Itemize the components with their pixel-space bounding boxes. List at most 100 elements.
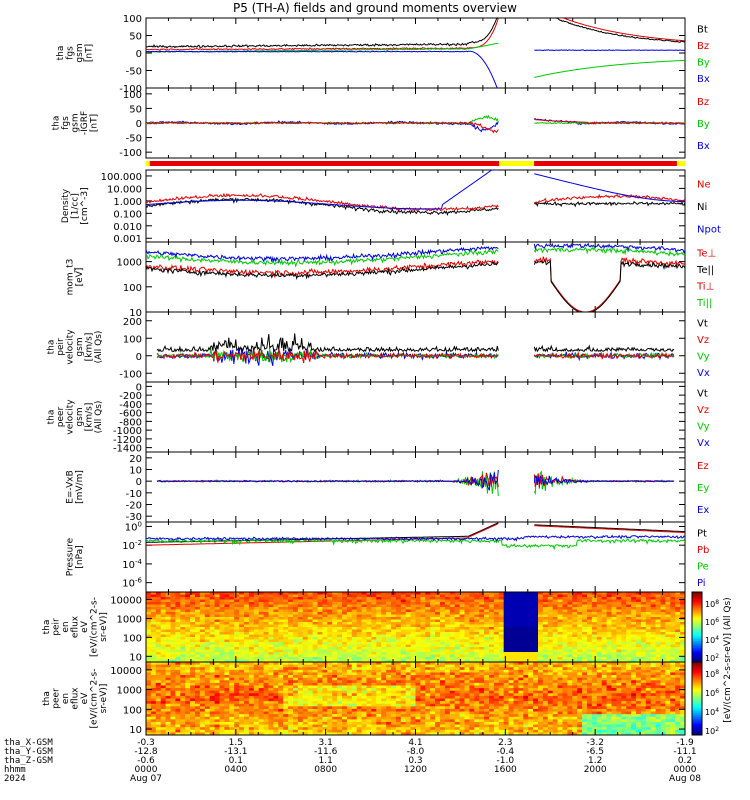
y-tick-label: 50 xyxy=(129,104,142,115)
svg-text:eV: eV xyxy=(80,620,90,633)
y-tick-label: 0 xyxy=(136,49,142,60)
series-pi xyxy=(146,534,685,542)
series-bx xyxy=(146,118,685,133)
panel-9: 10000 1000 100 10 tha peir en eflux eV [eV/(cm^2-… xyxy=(42,591,686,663)
svg-text:peir: peir xyxy=(56,338,66,356)
legend-label: Vt xyxy=(697,388,708,399)
series-pe xyxy=(146,537,685,551)
y-tick-label: 1.000 xyxy=(113,197,142,208)
x-tick-label: -0.3 xyxy=(137,738,155,748)
legend-label: Ez xyxy=(697,461,709,472)
x-tick-label: -11.6 xyxy=(314,747,338,757)
y-tick-label: 20 xyxy=(129,454,142,465)
legend-label: Bz xyxy=(697,97,709,108)
y-tick-label: 0 xyxy=(136,119,142,130)
y-tick-label: 100 xyxy=(123,334,142,345)
series-ne xyxy=(146,192,685,212)
svg-text:gsm: gsm xyxy=(75,407,85,426)
series-ti-par xyxy=(146,246,685,268)
y-tick-label: -20 xyxy=(126,501,142,512)
svg-text:tha: tha xyxy=(56,46,66,61)
legend-label: By xyxy=(697,119,710,130)
y-axis-label: tha peir en eflux eV [eV/(cm^2-s-sr-eV)] xyxy=(42,597,109,657)
x-row-label: hhmm xyxy=(4,765,26,775)
y-axis-label: Pressure [nPa] xyxy=(66,537,86,576)
series-te-par xyxy=(146,259,685,312)
x-tick-label: 0.3 xyxy=(408,756,422,766)
panel-frame xyxy=(145,381,686,453)
svg-text:gsm: gsm xyxy=(75,337,85,356)
x-tick-label: -13.1 xyxy=(224,747,247,757)
y-tick-label: 10-2 xyxy=(122,539,142,552)
svg-text:eflux: eflux xyxy=(70,615,80,638)
y-tick-label: 10.000 xyxy=(107,184,142,195)
legend: Vt Vz Vy Vx xyxy=(697,318,710,379)
panel-5: 200 100 0 -100 tha peir velocity gsm [km/s] (All … xyxy=(47,311,710,383)
y-tick-label: -1200 xyxy=(113,435,142,446)
page-title: P5 (TH-A) fields and ground moments over… xyxy=(233,1,517,15)
colorbar-label: [eV/(cm^2-s-sr-eV)] (All Qs) xyxy=(723,597,733,722)
legend-label: Ti|| xyxy=(696,298,712,309)
legend-label: Ni xyxy=(697,202,707,213)
y-tick-label: 200 xyxy=(123,317,142,328)
y-tick-label: -50 xyxy=(126,134,142,145)
y-tick-label: -600 xyxy=(119,409,142,420)
y-tick-label: -100 xyxy=(119,369,142,380)
svg-text:fgs: fgs xyxy=(66,46,76,60)
series-ti-perp xyxy=(146,242,685,264)
y-axis-label: tha peir velocity gsm [km/s] (All Qs) xyxy=(47,329,105,365)
x-tick-label: 1.5 xyxy=(229,738,243,748)
x-tick-label: 0.2 xyxy=(678,756,692,766)
series-npot xyxy=(146,170,685,210)
x-axis-annotation: tha_X-GSMtha_Y-GSMtha_Z-GSMhhmm2024-0.3-… xyxy=(4,738,701,784)
y-tick-label: 0 xyxy=(136,352,142,363)
legend-label: Vy xyxy=(697,421,710,432)
svg-text:(All Qs): (All Qs) xyxy=(94,401,104,434)
x-tick-label: -11.1 xyxy=(673,747,696,757)
x-row-label: 2024 xyxy=(4,774,26,784)
svg-text:[nPa]: [nPa] xyxy=(75,545,85,568)
y-tick-label: 1000 xyxy=(117,686,142,697)
legend: Pt Pb Pe Pi xyxy=(697,528,709,589)
y-tick-label: 100 xyxy=(123,14,142,25)
panel-10: 10000 1000 100 10 tha peer en eflux eV [eV/(cm^2-… xyxy=(42,661,686,736)
svg-text:velocity: velocity xyxy=(66,329,76,365)
series-vz xyxy=(156,348,675,364)
svg-text:[nT]: [nT] xyxy=(89,114,99,132)
panel-1: 100 50 0 -50 -100 tha fgs gsm [nT] Bt Bz By Bx xyxy=(56,14,710,95)
y-tick-label: 10-6 xyxy=(122,577,142,590)
y-tick-label: 50 xyxy=(129,32,142,43)
x-tick-label: 3.1 xyxy=(319,738,333,748)
y-tick-label: -50 xyxy=(126,67,142,78)
svg-text:tha: tha xyxy=(51,116,61,131)
y-tick-label: 0 xyxy=(136,477,142,488)
y-tick-label: 0.010 xyxy=(113,222,142,233)
svg-text:[eV]: [eV] xyxy=(75,268,85,287)
svg-text:velocity: velocity xyxy=(66,399,76,435)
x-tick-label: 1.2 xyxy=(588,756,602,766)
y-tick-label: 100 xyxy=(123,283,142,294)
y-tick-label: 10000 xyxy=(110,666,142,677)
svg-text:[mV/m]: [mV/m] xyxy=(75,470,85,504)
svg-text:[km/s]: [km/s] xyxy=(85,403,95,432)
svg-text:gsm: gsm xyxy=(70,113,80,132)
y-tick-label: 100 xyxy=(123,705,142,716)
svg-text:Density: Density xyxy=(61,188,71,223)
y-axis-label: tha fgs gsm -IGRF [nT] xyxy=(51,111,99,135)
x-tick-label: -0.6 xyxy=(137,756,155,766)
x-date-label: Aug 07 xyxy=(130,774,162,784)
y-tick-label: 100 xyxy=(123,633,142,644)
y-tick-label: -100 xyxy=(119,84,142,95)
x-row-label: tha_Y-GSM xyxy=(4,747,53,757)
svg-text:tha: tha xyxy=(47,340,57,355)
legend-label: Bx xyxy=(697,74,710,85)
y-tick-label: 10000 xyxy=(110,596,142,607)
series-bt xyxy=(146,18,685,49)
colorbar-tick-label: 104 xyxy=(705,707,719,717)
legend-label: Vt xyxy=(697,318,708,329)
svg-text:(All Qs): (All Qs) xyxy=(94,331,104,364)
y-tick-label: -200 xyxy=(119,391,142,402)
y-tick-label: 0.001 xyxy=(113,234,142,245)
